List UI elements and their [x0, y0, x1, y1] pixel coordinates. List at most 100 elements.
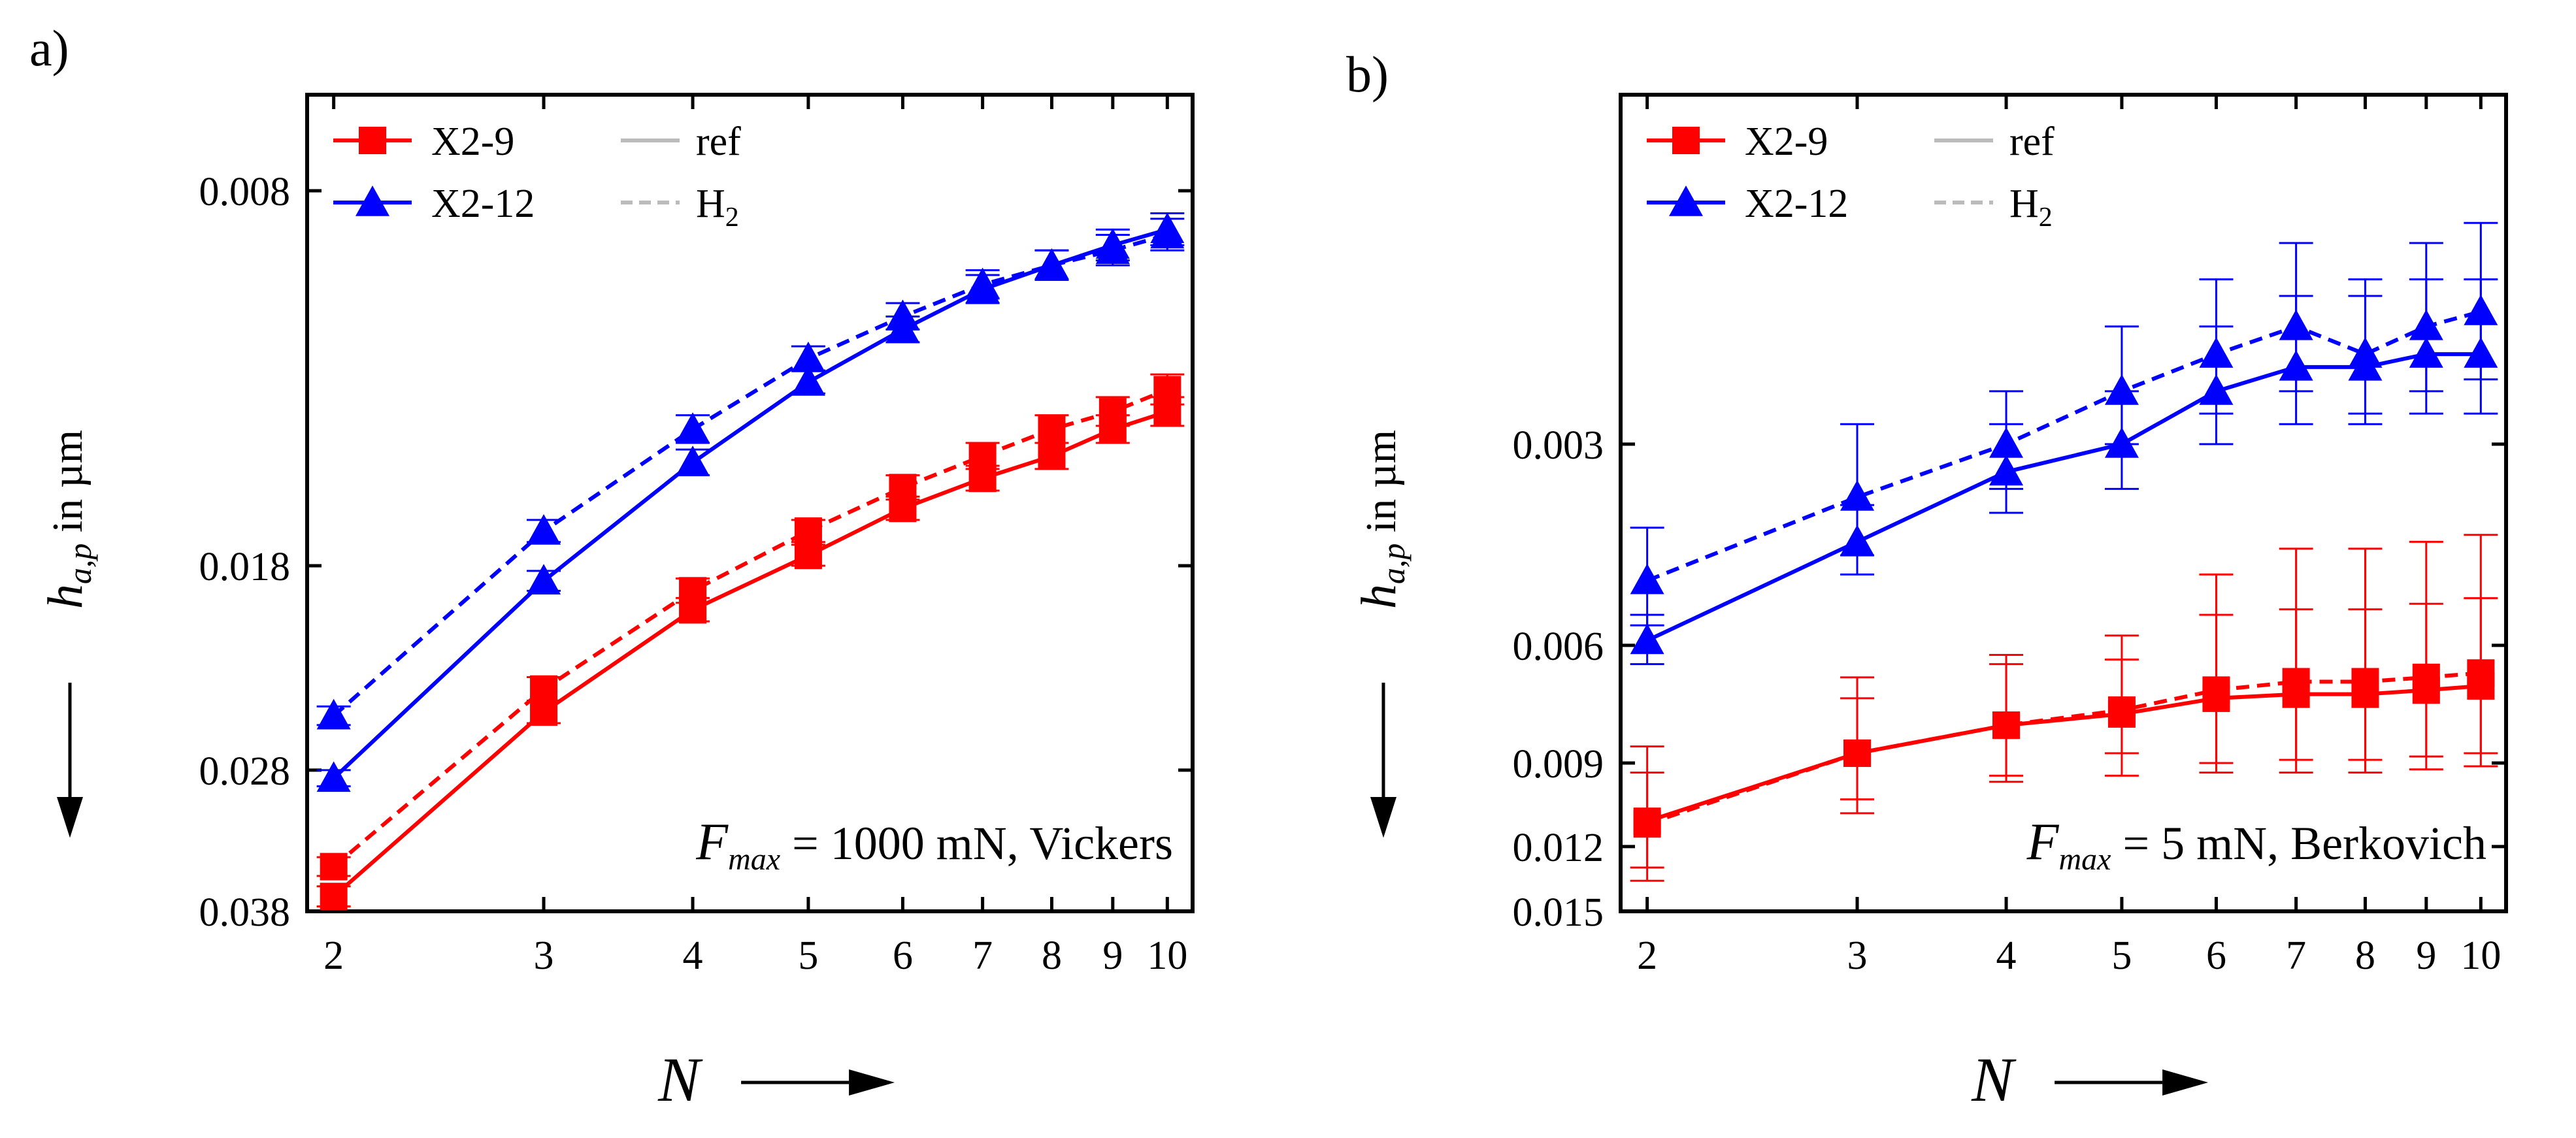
legend-label: X2-9: [1745, 120, 1828, 164]
x-tick-label: 9: [2416, 934, 2436, 978]
data-point: [316, 761, 351, 792]
panel-label: b): [1346, 46, 1389, 103]
x-tick-label: 4: [1996, 934, 2017, 978]
legend-style-label: ref: [2009, 120, 2055, 164]
x-tick-label: 3: [534, 934, 554, 978]
data-point: [2412, 663, 2440, 691]
y-axis-label-var: h: [1351, 584, 1406, 609]
data-point: [2351, 668, 2379, 696]
x-axis-label: N: [1971, 1045, 2017, 1114]
series-line: [1646, 352, 2481, 643]
data-point: [1840, 480, 1875, 511]
data-point: [1038, 442, 1066, 470]
plot-frame: [1619, 93, 2508, 913]
y-tick-label: 0.028: [199, 749, 291, 794]
y-axis-label-sub: a,p: [1375, 544, 1412, 585]
series-line: [332, 227, 1168, 780]
data-point: [1034, 248, 1069, 279]
data-point: [2464, 294, 2498, 325]
legend-style-label: ref: [696, 120, 741, 164]
y-tick-label: 0.003: [1513, 423, 1604, 468]
x-tick-label: 8: [2355, 934, 2375, 978]
legend-swatch-marker: [355, 186, 389, 216]
annotation: Fmax = 1000 mN, Vickers: [695, 813, 1173, 877]
panel-b: b) 2 3 4 5 6 7 8 9 10 0.003 0.006 0.009 0.012 0.015 ha,…: [1346, 46, 2508, 1114]
data-point: [1633, 810, 1661, 838]
series-X2-9-H2: [1630, 534, 2498, 869]
y-tick-label: 0.012: [1513, 826, 1604, 870]
series-X2-9-H2: [316, 373, 1185, 881]
legend: X2-9 X2-12 ref H2: [333, 120, 741, 233]
x-tick-label: 5: [798, 934, 818, 978]
data-point: [2348, 337, 2383, 368]
data-point: [791, 365, 825, 396]
data-point: [965, 267, 1000, 299]
data-point: [679, 577, 707, 605]
data-point: [527, 513, 561, 545]
y-tick-label: 0.006: [1513, 625, 1604, 669]
data-point: [527, 564, 561, 595]
data-point: [885, 299, 920, 331]
annotation-sub: max: [728, 842, 780, 877]
x-tick-label: 10: [2460, 934, 2501, 978]
data-point: [530, 698, 558, 726]
data-point: [1095, 233, 1130, 264]
y-axis-label-sub: a,p: [61, 544, 98, 585]
data-point: [1992, 711, 2021, 740]
legend-swatch-marker: [359, 127, 386, 154]
x-tick-label: 7: [2286, 934, 2306, 978]
data-point: [889, 474, 917, 502]
data-point: [530, 675, 558, 703]
x-axis-arrow-head: [849, 1069, 895, 1096]
legend-style-label-h2: H2: [696, 182, 739, 233]
y-axis-label: ha,p in µm: [38, 430, 98, 609]
legend-label: X2-9: [431, 120, 514, 164]
data-point: [1989, 427, 2024, 458]
x-tick-label: 4: [683, 934, 703, 978]
x-tick-label: 2: [1637, 934, 1657, 978]
legend-style-label-h2-main: H: [696, 182, 725, 226]
x-axis-arrow-head: [2162, 1069, 2209, 1096]
data-point: [2467, 659, 2495, 687]
y-tick-label: 0.008: [199, 170, 291, 214]
data-point: [2199, 337, 2234, 368]
data-point: [2279, 309, 2313, 340]
annotation-text: = 5 mN, Berkovich: [2111, 817, 2486, 870]
data-point: [316, 698, 351, 730]
y-axis-label: ha,p in µm: [1351, 430, 1412, 609]
series-line: [1646, 310, 2482, 583]
annotation-text: = 1000 mN, Vickers: [780, 817, 1173, 870]
data-point: [1150, 218, 1185, 249]
series-X2-12-ref: [1630, 278, 2498, 666]
legend-swatch-marker: [1669, 186, 1703, 216]
x-axis-label: N: [657, 1045, 703, 1114]
data-point: [1153, 376, 1181, 404]
legend-style-label-h2-sub: 2: [725, 203, 739, 233]
legend: X2-9 X2-12 ref H2: [1647, 120, 2055, 233]
plot-frame: [305, 93, 1195, 913]
series-X2-12-ref: [316, 212, 1185, 792]
y-tick-label: 0.015: [1513, 890, 1604, 935]
panel-a: a) 2 3 4 5 6 7 8 9 10 0.008 0.018 0.028 0.038 ha,p in …: [29, 20, 1195, 1114]
x-tick-label: 7: [972, 934, 993, 978]
data-point: [1630, 563, 1664, 594]
x-tick-label: 5: [2111, 934, 2132, 978]
x-tick-label: 10: [1147, 934, 1187, 978]
legend-style-label-h2: H2: [2009, 182, 2053, 233]
y-axis-label-unit: in µm: [44, 430, 91, 544]
legend-label: X2-12: [431, 182, 535, 226]
y-tick-label: 0.038: [199, 890, 291, 935]
y-axis-label-var: h: [38, 584, 93, 609]
data-point: [2409, 309, 2443, 340]
annotation-sub: max: [2059, 842, 2111, 877]
annotation: Fmax = 5 mN, Berkovich: [2026, 813, 2486, 877]
y-tick-label: 0.009: [1513, 742, 1604, 787]
data-point: [320, 883, 348, 911]
legend-swatch-marker: [1672, 127, 1700, 154]
data-point: [968, 442, 997, 470]
series-X2-12-H2: [1630, 221, 2498, 626]
data-point: [676, 412, 710, 443]
data-point: [676, 446, 710, 476]
series-line: [332, 233, 1168, 718]
